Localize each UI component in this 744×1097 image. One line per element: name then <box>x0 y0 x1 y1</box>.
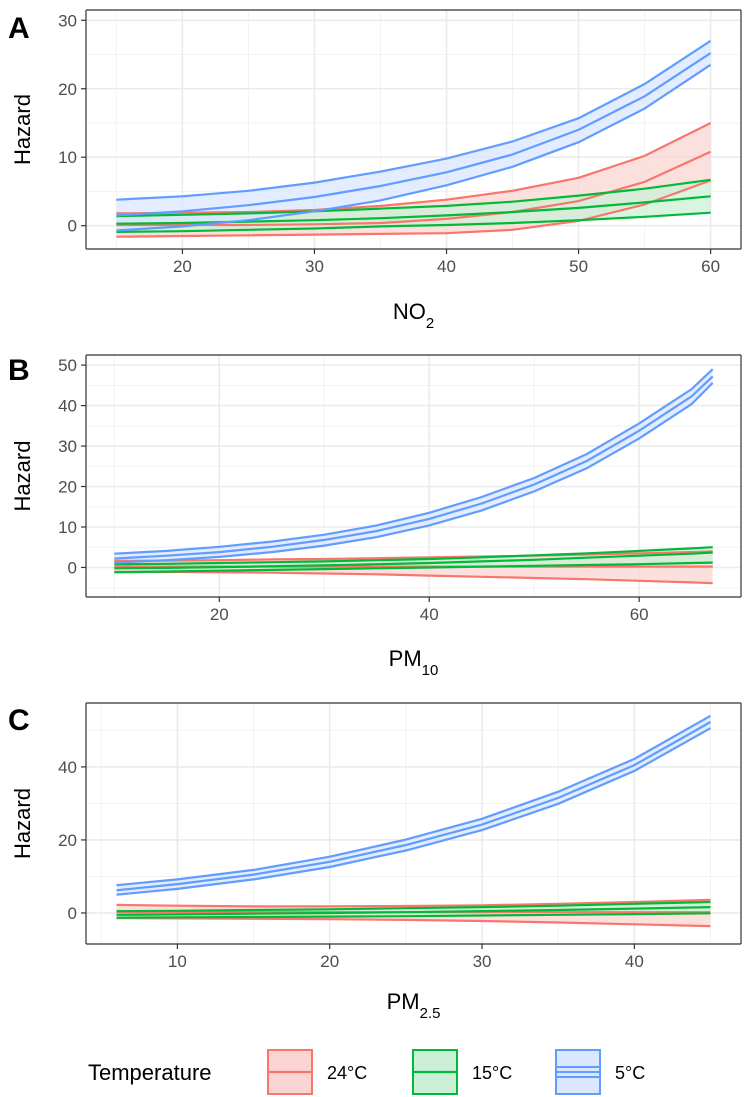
x-axis-title: PM10 <box>389 646 439 679</box>
y-tick-label: 30 <box>58 437 77 456</box>
x-tick-label: 60 <box>630 605 649 624</box>
plot-area <box>116 714 712 928</box>
series-line-5c-upper <box>114 368 714 555</box>
legend-label-5c: 5°C <box>615 1063 645 1083</box>
y-tick-label: 10 <box>58 148 77 167</box>
y-axis-title: Hazard <box>10 441 35 512</box>
legend-label-24c: 24°C <box>327 1063 367 1083</box>
series-line-24c-lower <box>116 179 711 238</box>
ribbon-5c <box>114 369 713 563</box>
series-line-5c-upper <box>116 714 712 887</box>
y-tick-label: 20 <box>58 80 77 99</box>
legend-item-15c: 15°C <box>412 1049 512 1095</box>
y-tick-label: 20 <box>58 478 77 497</box>
y-tick-label: 0 <box>68 904 77 923</box>
legend-item-5c: 5°C <box>555 1049 645 1095</box>
series-line-5c-estimate <box>114 375 714 560</box>
series-line-15c-upper <box>114 546 713 566</box>
series-line-24c-lower <box>114 570 713 585</box>
series-line-15c-upper <box>116 900 711 913</box>
panel-b: 20 40 60 0 10 20 30 40 50 PM10 Hazard B <box>8 354 742 679</box>
x-tick-label: 10 <box>168 952 187 971</box>
panel-c: 10 20 30 40 0 20 40 PM2.5 Hazard C <box>8 702 742 1022</box>
plot-area <box>116 39 712 238</box>
x-tick-label: 40 <box>625 952 644 971</box>
x-tick-label: 30 <box>305 257 324 276</box>
series-line-15c-upper <box>116 178 711 218</box>
legend: Temperature 24°C 15°C 5°C <box>88 1049 645 1095</box>
x-tick-label: 40 <box>420 605 439 624</box>
series-line-15c-lower <box>114 561 713 574</box>
series-line-5c-upper <box>116 39 712 201</box>
x-tick-label: 20 <box>210 605 229 624</box>
legend-title: Temperature <box>88 1060 212 1085</box>
x-tick-label: 20 <box>173 257 192 276</box>
panel-a: 20 30 40 50 60 0 10 20 30 NO2 Hazard A <box>8 9 742 332</box>
series-line-5c-lower <box>116 63 712 232</box>
y-tick-label: 50 <box>58 356 77 375</box>
x-axis-title-subscript: 10 <box>422 662 439 679</box>
x-tick-label: 40 <box>437 257 456 276</box>
y-tick-label: 40 <box>58 397 77 416</box>
y-tick-label: 20 <box>58 831 77 850</box>
panel-tag: C <box>8 704 30 737</box>
x-tick-label: 60 <box>701 257 720 276</box>
x-axis-title: PM2.5 <box>387 989 441 1022</box>
x-axis-title: NO2 <box>393 299 434 332</box>
series-line-5c-estimate <box>116 721 712 892</box>
legend-item-24c: 24°C <box>267 1049 367 1095</box>
series-line-15c-estimate <box>116 906 711 916</box>
y-tick-label: 10 <box>58 518 77 537</box>
x-axis-title-subscript: 2.5 <box>420 1005 441 1022</box>
plot-area <box>114 368 714 585</box>
x-tick-label: 50 <box>569 257 588 276</box>
series-line-15c-estimate <box>114 551 713 570</box>
y-tick-label: 0 <box>68 217 77 236</box>
series-line-15c-lower <box>116 211 711 233</box>
panel-tag: B <box>8 354 30 387</box>
y-axis-title: Hazard <box>10 788 35 859</box>
x-axis-title-subscript: 2 <box>426 315 434 332</box>
panel-tag: A <box>8 12 30 45</box>
series-line-5c-lower <box>114 382 714 564</box>
y-tick-label: 30 <box>58 11 77 30</box>
series-line-5c-estimate <box>116 52 712 217</box>
y-axis-title: Hazard <box>10 94 35 165</box>
y-tick-label: 40 <box>58 758 77 777</box>
x-tick-label: 20 <box>320 952 339 971</box>
y-tick-label: 0 <box>68 558 77 577</box>
x-tick-label: 30 <box>473 952 492 971</box>
series-line-24c-upper <box>116 122 712 215</box>
series-line-24c-lower <box>116 916 711 928</box>
legend-label-15c: 15°C <box>472 1063 512 1083</box>
series-line-15c-lower <box>116 912 711 919</box>
series-line-24c-upper <box>116 898 711 908</box>
series-line-24c-upper <box>114 550 713 563</box>
series-line-5c-lower <box>116 727 712 896</box>
